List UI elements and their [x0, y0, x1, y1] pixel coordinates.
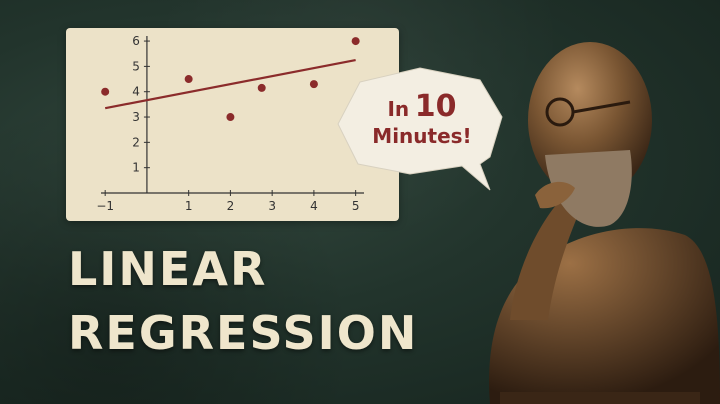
x-tick-label: 1 — [185, 199, 193, 213]
scatter-plot: −1 1 2 3 4 5 1 2 3 4 5 6 — [96, 34, 364, 213]
x-tick-label: 4 — [310, 199, 318, 213]
x-tick-label: 2 — [227, 199, 235, 213]
data-point — [309, 80, 318, 89]
y-tick-label: 5 — [132, 59, 140, 73]
y-tick-label: 3 — [132, 110, 140, 124]
title-line-1: LINEAR — [68, 242, 268, 296]
data-point — [184, 75, 193, 84]
regression-line — [104, 58, 356, 110]
speech-bubble: In 10 Minutes! — [330, 62, 510, 192]
data-point — [101, 87, 110, 96]
bubble-suffix: Minutes! — [372, 123, 472, 148]
bubble-text: In 10 Minutes! — [352, 89, 492, 148]
bust-illustration — [489, 42, 720, 404]
data-point — [257, 83, 266, 92]
y-tick-label: 2 — [132, 135, 140, 149]
data-point — [226, 113, 235, 122]
title-line-2: REGRESSION — [68, 306, 419, 360]
y-tick-label: 4 — [132, 85, 140, 99]
y-tick-label: 1 — [132, 161, 140, 175]
speech-bubble-shape — [337, 67, 503, 191]
bubble-number: 10 — [414, 89, 457, 124]
x-tick-label: 5 — [352, 199, 360, 213]
data-point — [351, 37, 360, 46]
x-tick-label: 3 — [268, 199, 276, 213]
bubble-prefix: In — [387, 97, 410, 121]
y-tick-label: 6 — [132, 34, 140, 48]
x-tick-label: −1 — [96, 199, 114, 213]
